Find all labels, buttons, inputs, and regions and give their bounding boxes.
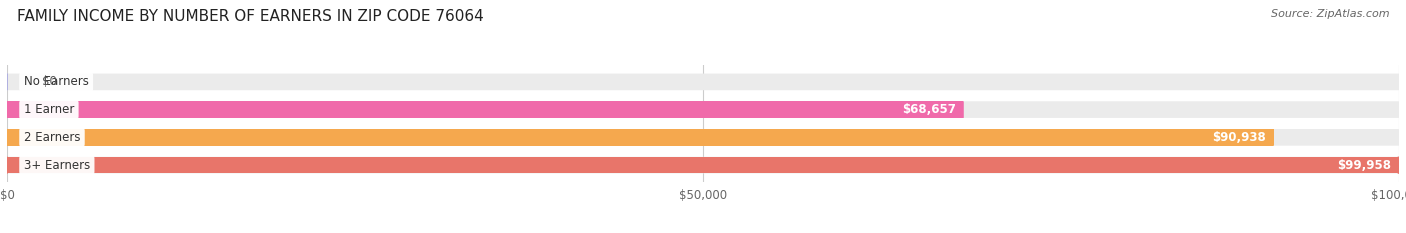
Bar xyxy=(7,129,1272,146)
Text: Source: ZipAtlas.com: Source: ZipAtlas.com xyxy=(1271,9,1389,19)
FancyBboxPatch shape xyxy=(7,129,1399,146)
FancyBboxPatch shape xyxy=(7,101,1399,118)
FancyBboxPatch shape xyxy=(7,74,1399,90)
Text: $0: $0 xyxy=(42,75,56,88)
Text: $90,938: $90,938 xyxy=(1212,131,1265,144)
Text: 1 Earner: 1 Earner xyxy=(24,103,75,116)
Text: 2 Earners: 2 Earners xyxy=(24,131,80,144)
FancyBboxPatch shape xyxy=(7,157,1399,173)
Text: $99,958: $99,958 xyxy=(1337,159,1392,171)
Text: No Earners: No Earners xyxy=(24,75,89,88)
Bar xyxy=(7,157,1399,173)
Bar xyxy=(7,101,963,118)
Text: 3+ Earners: 3+ Earners xyxy=(24,159,90,171)
Text: $68,657: $68,657 xyxy=(901,103,956,116)
Text: FAMILY INCOME BY NUMBER OF EARNERS IN ZIP CODE 76064: FAMILY INCOME BY NUMBER OF EARNERS IN ZI… xyxy=(17,9,484,24)
